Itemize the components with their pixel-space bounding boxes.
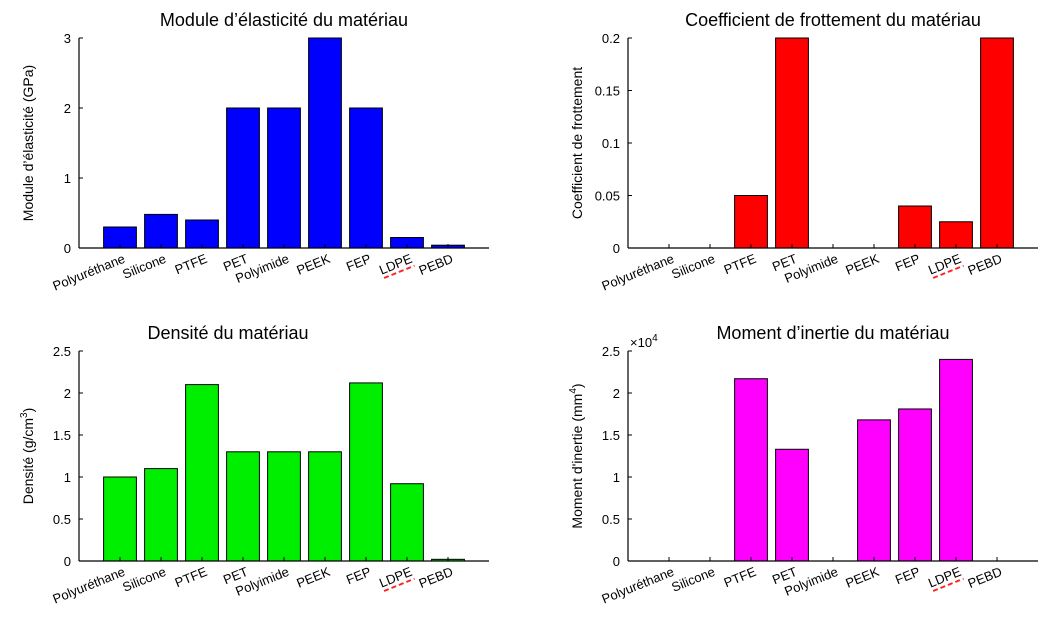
y-tick-label: 2 bbox=[64, 386, 71, 401]
chart-title: Coefficient de frottement du matériau bbox=[685, 10, 981, 30]
spellcheck-underline bbox=[932, 577, 964, 592]
x-tick-label: Silicone bbox=[120, 564, 168, 595]
x-tick-label: Polyuréthane bbox=[50, 564, 127, 607]
x-tick-label: PTFE bbox=[173, 251, 210, 277]
y-tick-label: 0 bbox=[613, 241, 620, 256]
spellcheck-underline bbox=[383, 577, 415, 592]
x-tick-label: PTFE bbox=[173, 564, 210, 590]
bar-ldpe bbox=[939, 358, 973, 562]
bar-peek bbox=[857, 419, 891, 562]
x-tick-label: PEBD bbox=[417, 564, 455, 591]
x-tick-label: PEBD bbox=[417, 251, 455, 278]
spellcheck-underline bbox=[383, 264, 415, 279]
y-tick-label: 1 bbox=[64, 171, 71, 186]
x-tick-label: Polyuréthane bbox=[599, 251, 676, 294]
x-tick-label: Silicone bbox=[120, 251, 168, 282]
x-tick-label: FEP bbox=[893, 251, 922, 274]
x-tick-label: PEBD bbox=[966, 564, 1004, 591]
y-tick-label: 3 bbox=[64, 31, 71, 46]
bar-peek bbox=[308, 451, 342, 562]
x-tick-label: Polyuréthane bbox=[599, 564, 676, 607]
y-tick-label: 1.5 bbox=[602, 428, 620, 443]
y-tick-label: 0.05 bbox=[595, 189, 620, 204]
y-tick-label: 1 bbox=[64, 470, 71, 485]
y-tick-label: 0 bbox=[613, 554, 620, 569]
x-tick-label: Polyuréthane bbox=[50, 251, 127, 294]
bar-ptfe bbox=[185, 384, 219, 562]
y-tick-label: 0.1 bbox=[602, 136, 620, 151]
x-tick-label: PEEK bbox=[843, 564, 881, 591]
bar-ptfe bbox=[734, 195, 768, 249]
y-axis-multiplier-exponent: 4 bbox=[652, 333, 658, 344]
bar-ldpe bbox=[939, 221, 973, 249]
bar-fep bbox=[349, 107, 383, 249]
y-tick-label: 2.5 bbox=[602, 344, 620, 359]
bar-pet bbox=[775, 37, 809, 249]
y-tick-label: 0.5 bbox=[53, 512, 71, 527]
y-tick-label: 0.15 bbox=[595, 84, 620, 99]
x-tick-label: PEBD bbox=[966, 251, 1004, 278]
chart-title: Densité du matériau bbox=[147, 323, 308, 343]
chart-panel-3: Densité du matériau 0 0.5 1 1.5 2 2.5 Polyuréth… bbox=[19, 323, 489, 606]
bar-pet bbox=[226, 451, 260, 562]
chart-panel-4: Moment d’inertie du matériau 0 0.5 1 1.5 2 2.5… bbox=[568, 323, 1038, 606]
bar-pet bbox=[226, 107, 260, 249]
x-tick-label: Silicone bbox=[669, 564, 717, 595]
chart-panel-1: Module d’élasticité du matériau 0 1 2 3 Polyu… bbox=[20, 10, 489, 293]
y-axis-multiplier: ×104 bbox=[630, 333, 658, 350]
bar-peek bbox=[308, 37, 342, 249]
chart-panel-2: Coefficient de frottement du matériau 0 0.… bbox=[569, 10, 1038, 293]
chart-title: Module d’élasticité du matériau bbox=[160, 10, 408, 30]
y-tick-label: 2 bbox=[64, 101, 71, 116]
y-tick-label: 0 bbox=[64, 554, 71, 569]
y-tick-label: 2 bbox=[613, 386, 620, 401]
bar-polyimide bbox=[267, 107, 301, 249]
bar-ptfe bbox=[734, 378, 768, 562]
x-tick-label: PEEK bbox=[294, 564, 332, 591]
chart-title: Moment d’inertie du matériau bbox=[716, 323, 949, 343]
bar-silicone bbox=[144, 213, 178, 249]
y-axis-label-superscript: 4 bbox=[568, 388, 579, 394]
x-tick-label: FEP bbox=[344, 564, 373, 587]
y-tick-label: 0.2 bbox=[602, 31, 620, 46]
y-tick-label: 1.5 bbox=[53, 428, 71, 443]
y-tick-label: 0.5 bbox=[602, 512, 620, 527]
bar-fep bbox=[898, 205, 932, 249]
x-tick-label: PEEK bbox=[843, 251, 881, 278]
x-tick-label: PTFE bbox=[722, 564, 759, 590]
y-axis-label: Module d’élasticité (GPa) bbox=[20, 65, 36, 221]
bar-ptfe bbox=[185, 219, 219, 249]
y-axis-label: Coefficient de frottement bbox=[569, 67, 585, 219]
bar-polyimide bbox=[267, 451, 301, 562]
x-tick-label: PEEK bbox=[294, 251, 332, 278]
y-tick-label: 1 bbox=[613, 470, 620, 485]
y-axis-label: Densité (g/cm3) bbox=[19, 408, 36, 505]
bar-fep bbox=[898, 408, 932, 562]
y-axis-label: Moment d'inertie (mm4) bbox=[568, 383, 585, 528]
x-tick-label: PTFE bbox=[722, 251, 759, 277]
bar-silicone bbox=[144, 468, 178, 562]
bar-pet bbox=[775, 448, 809, 562]
y-tick-label: 2.5 bbox=[53, 344, 71, 359]
y-axis-label-suffix: ) bbox=[20, 408, 36, 413]
x-tick-label: FEP bbox=[893, 564, 922, 587]
bar-fep bbox=[349, 382, 383, 562]
bar-polyuréthane bbox=[103, 476, 137, 562]
bar-ldpe bbox=[390, 483, 424, 562]
bar-pebd bbox=[980, 37, 1014, 249]
y-axis-label-superscript: 3 bbox=[19, 412, 30, 418]
x-tick-label: FEP bbox=[344, 251, 373, 274]
x-tick-label: Silicone bbox=[669, 251, 717, 282]
y-tick-label: 0 bbox=[64, 241, 71, 256]
y-axis-label-suffix: ) bbox=[569, 383, 585, 388]
spellcheck-underline bbox=[932, 264, 964, 279]
